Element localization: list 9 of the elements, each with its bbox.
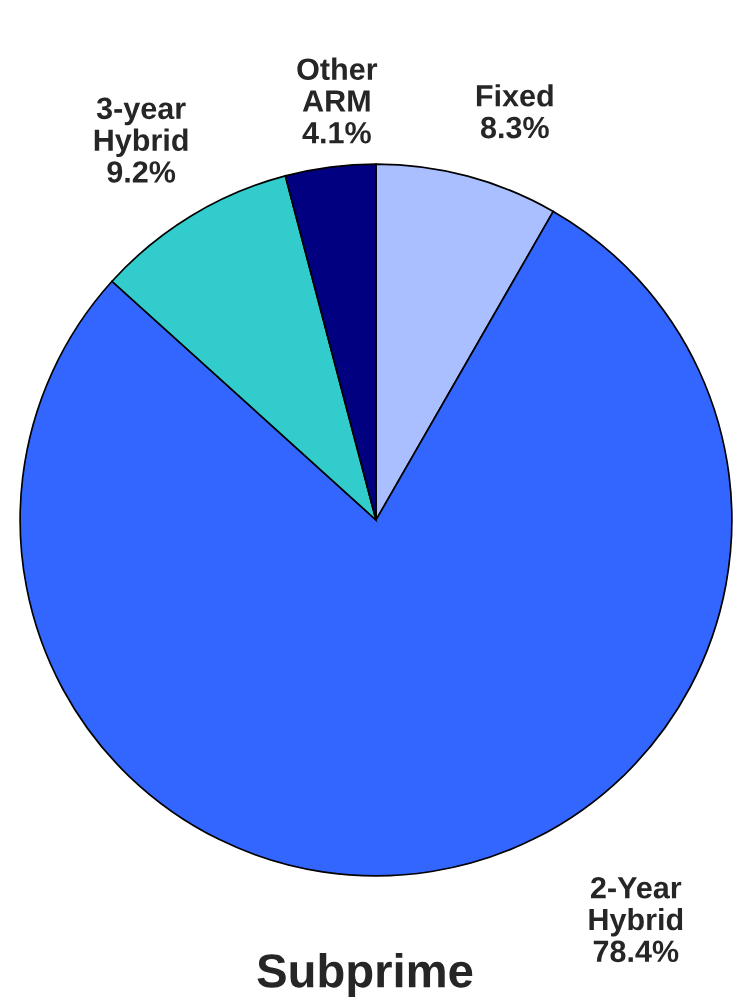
text: Subprime xyxy=(257,952,473,998)
slice-label: 3-year Hybrid xyxy=(94,97,188,158)
slice-label: Fixed xyxy=(476,84,553,107)
data-label: 78.4% xyxy=(593,940,679,963)
data-label: 9.2% xyxy=(107,161,176,183)
slice-label: Other ARM xyxy=(297,57,378,112)
data-label: 4.1% xyxy=(302,122,371,144)
data-label: 8.3% xyxy=(480,116,549,139)
slice-label: 2-Year Hybrid xyxy=(589,876,683,937)
